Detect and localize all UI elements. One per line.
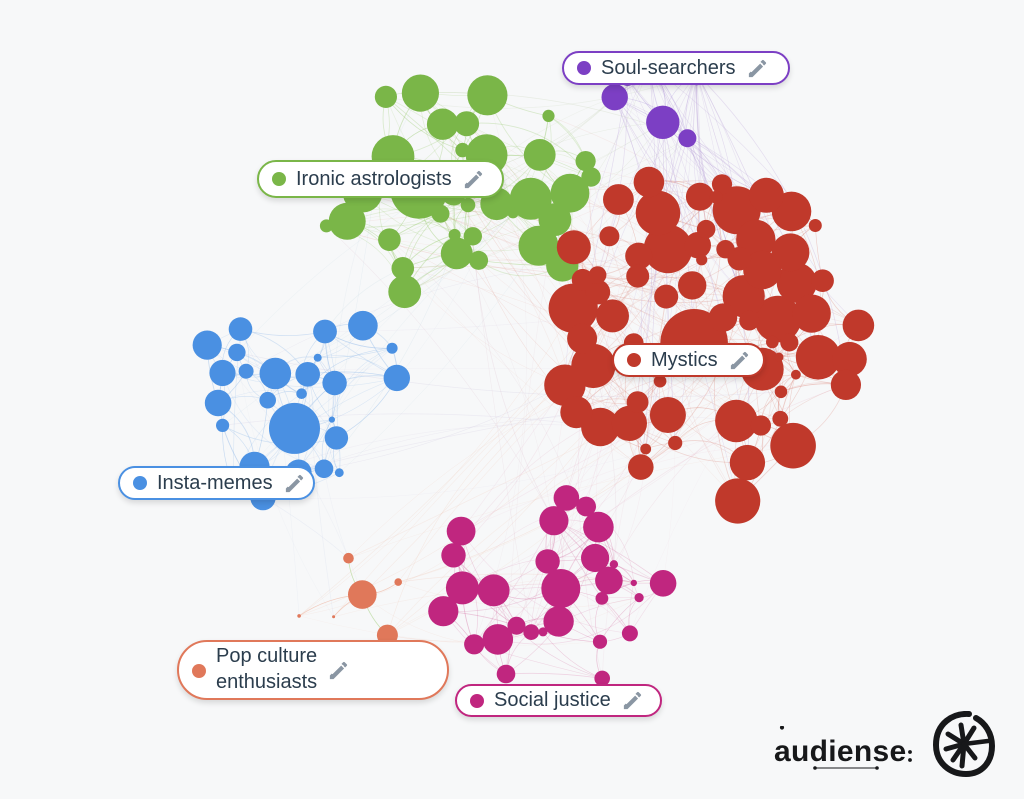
svg-text:audiense: audiense bbox=[774, 735, 906, 768]
